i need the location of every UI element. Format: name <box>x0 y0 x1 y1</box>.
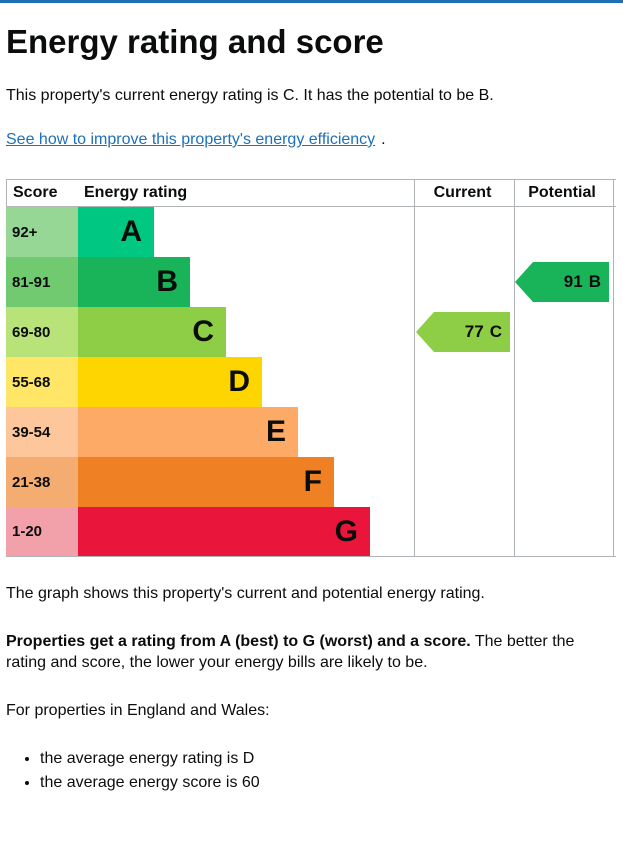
rating-explanation: Properties get a rating from A (best) to… <box>6 631 617 674</box>
band-bar-cell-a: A <box>78 207 414 257</box>
current-cell-f <box>414 457 514 507</box>
potential-cell-b: 91 B <box>514 257 614 307</box>
rating-explanation-bold: Properties get a rating from A (best) to… <box>6 633 471 650</box>
band-bar-cell-f: F <box>78 457 414 507</box>
header-current: Current <box>414 180 514 206</box>
band-score-a: 92+ <box>6 207 78 257</box>
potential-cell-f <box>514 457 614 507</box>
potential-cell-d <box>514 357 614 407</box>
current-cell-a <box>414 207 514 257</box>
band-score-e: 39-54 <box>6 407 78 457</box>
band-bar-f: F <box>78 457 334 507</box>
band-bar-cell-d: D <box>78 357 414 407</box>
current-cell-d <box>414 357 514 407</box>
band-bar-cell-c: C <box>78 307 414 357</box>
band-row-a: 92+A <box>6 207 616 257</box>
header-potential: Potential <box>514 180 614 206</box>
band-row-c: 69-80C77C <box>6 307 616 357</box>
improve-efficiency-link[interactable]: See how to improve this property's energ… <box>6 131 375 149</box>
region-line: For properties in England and Wales: <box>6 700 617 722</box>
current-cell-b <box>414 257 514 307</box>
current-score-value: 77 <box>465 322 484 342</box>
link-period: . <box>381 131 385 148</box>
potential-cell-a <box>514 207 614 257</box>
current-cell-e <box>414 407 514 457</box>
band-row-g: 1-20G <box>6 507 616 557</box>
list-item: the average energy score is 60 <box>40 771 617 795</box>
potential-letter-value: B <box>589 272 601 292</box>
current-cell-c: 77 C <box>414 307 514 357</box>
header-rating: Energy rating <box>78 180 414 206</box>
current-letter-value: C <box>490 322 502 342</box>
energy-rating-chart: Score Energy rating Current Potential 92… <box>6 179 616 557</box>
current-rating-marker: 77 C <box>434 312 510 352</box>
band-row-f: 21-38F <box>6 457 616 507</box>
band-bar-cell-g: G <box>78 507 414 556</box>
band-bar-cell-b: B <box>78 257 414 307</box>
band-bar-c: C <box>78 307 226 357</box>
chart-header-row: Score Energy rating Current Potential <box>6 179 616 207</box>
potential-cell-g <box>514 507 614 556</box>
band-row-b: 81-91B91B <box>6 257 616 307</box>
band-score-d: 55-68 <box>6 357 78 407</box>
potential-cell-e <box>514 407 614 457</box>
band-row-e: 39-54E <box>6 407 616 457</box>
band-score-f: 21-38 <box>6 457 78 507</box>
potential-cell-c <box>514 307 614 357</box>
band-score-g: 1-20 <box>6 507 78 556</box>
band-bar-cell-e: E <box>78 407 414 457</box>
band-bar-g: G <box>78 507 370 556</box>
averages-list: the average energy rating is D the avera… <box>40 747 617 795</box>
potential-rating-marker: 91 B <box>533 262 609 302</box>
band-bar-a: A <box>78 207 154 257</box>
band-score-b: 81-91 <box>6 257 78 307</box>
potential-score-value: 91 <box>564 272 583 292</box>
current-cell-g <box>414 507 514 556</box>
page-title: Energy rating and score <box>6 23 617 61</box>
chart-caption: The graph shows this property's current … <box>6 583 617 605</box>
band-score-c: 69-80 <box>6 307 78 357</box>
intro-text: This property's current energy rating is… <box>6 87 617 105</box>
top-accent-border <box>0 0 623 3</box>
band-bar-e: E <box>78 407 298 457</box>
band-bar-b: B <box>78 257 190 307</box>
header-score: Score <box>6 180 78 206</box>
band-bar-d: D <box>78 357 262 407</box>
band-row-d: 55-68D <box>6 357 616 407</box>
list-item: the average energy rating is D <box>40 747 617 771</box>
